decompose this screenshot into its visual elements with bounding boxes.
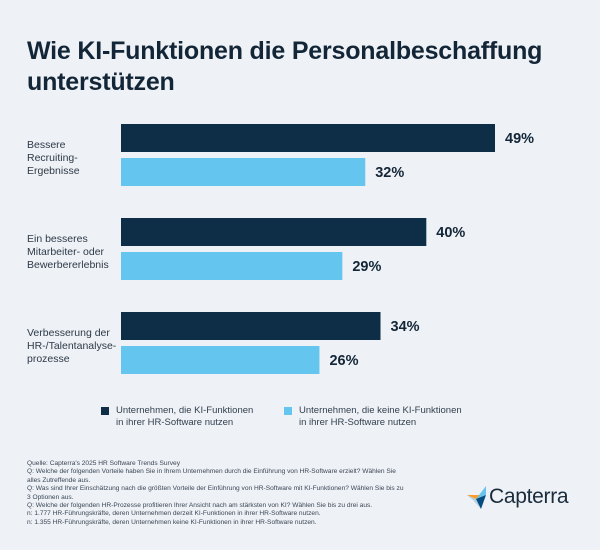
source-notes: Quelle: Capterra's 2025 HR Software Tren…	[27, 460, 457, 527]
bar-value-label: 32%	[375, 165, 404, 181]
category-label: Bessere Recruiting-Ergebnisse	[27, 139, 80, 177]
legend-swatch-no-ki	[284, 407, 292, 415]
capterra-wordmark: Capterra	[489, 485, 569, 508]
capterra-arrow-icon	[467, 486, 486, 509]
bar-ki	[121, 312, 381, 340]
source-line: Q: Welche der folgenden HR-Prozesse prof…	[27, 502, 373, 510]
bar-value-label: 29%	[352, 259, 381, 275]
bar-no-ki	[121, 252, 343, 280]
bar-value-label: 40%	[436, 225, 465, 241]
bar-value-label: 34%	[391, 319, 420, 335]
source-line: n: 1.355 HR-Führungskräfte, deren Untern…	[27, 518, 317, 526]
source-line: 3 Optionen aus.	[27, 493, 74, 501]
source-line: n: 1.777 HR-Führungskräfte, deren Untern…	[27, 510, 321, 518]
source-line: Quelle: Capterra's 2025 HR Software Tren…	[27, 460, 180, 467]
legend-label-no-ki-line2: in ihrer HR-Software nutzen	[299, 417, 417, 428]
source-line: alles Zutreffende aus.	[27, 476, 91, 484]
bar-ki	[121, 124, 495, 152]
legend-label-no-ki-line1: Unternehmen, die keine KI-Funktionen	[299, 405, 462, 416]
category-label: Verbesserung der HR-/Talentanalyse-prozes…	[27, 327, 117, 365]
bar-no-ki	[121, 158, 366, 186]
bar-no-ki	[121, 346, 320, 374]
bar-value-label: 26%	[329, 353, 358, 369]
chart-title: Wie KI-Funktionen die Personalbeschaffun…	[27, 37, 543, 96]
category-label: Ein besseres Mitarbeiter- oder Bewerbererl…	[27, 233, 109, 271]
legend-swatch-ki	[101, 407, 109, 415]
source-line: Q: Welche der folgenden Vorteile haben S…	[27, 468, 396, 476]
legend-label-ki-line1: Unternehmen, die KI-Funktionen	[116, 405, 254, 416]
bar-chart: Bessere Recruiting-Ergebnisse 49% 32% Ein be…	[27, 124, 534, 374]
source-line: Q: Was sind Ihrer Einschätzung nach die …	[27, 485, 404, 493]
capterra-logo: Capterra	[466, 484, 576, 514]
bar-value-label: 49%	[505, 131, 534, 147]
legend-label-ki-line2: in ihrer HR-Software nutzen	[116, 417, 234, 428]
bar-ki	[121, 218, 427, 246]
